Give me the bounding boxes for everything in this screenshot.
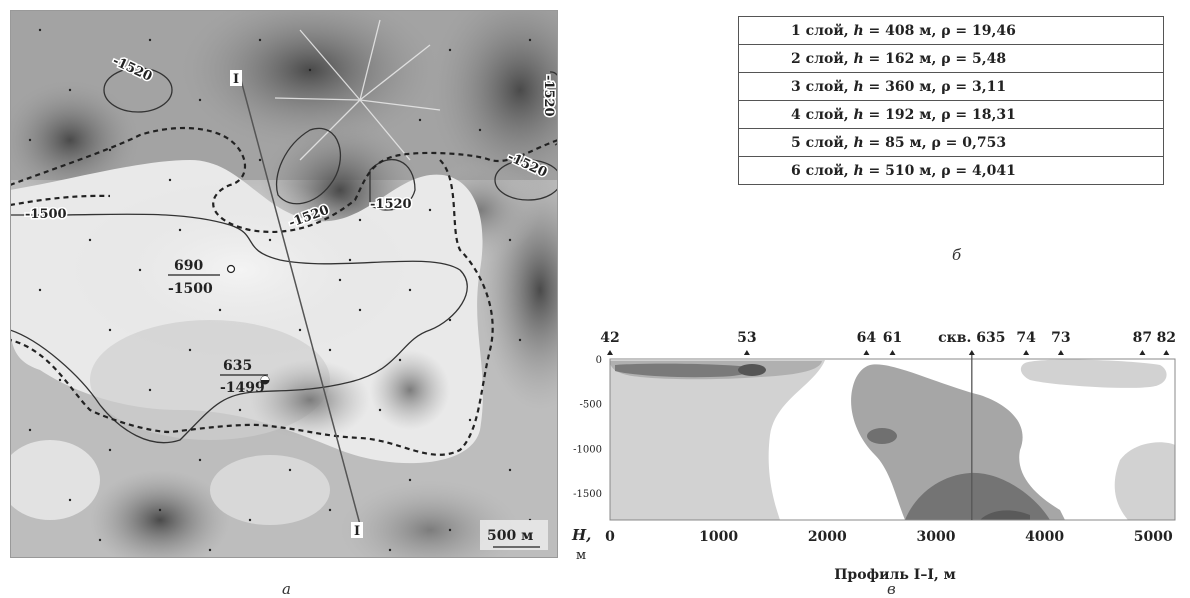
layer-thickness: 408 xyxy=(885,22,915,39)
caption-b: б xyxy=(952,246,962,264)
layer-cell: 6 слой, h = 510 м, ρ = 4,041 xyxy=(738,156,1164,185)
x-tick-label: 3000 xyxy=(916,529,955,545)
layer-resistivity: 4,041 xyxy=(971,162,1016,179)
profile-end-label: I xyxy=(354,524,360,539)
station-label: скв. 635 xyxy=(938,330,1005,346)
layer-resistivity: 5,48 xyxy=(971,50,1007,67)
cross-section-chart: 0 -500 -1000 -1500 0 1000 2000 3000 4000 5000 42… xyxy=(571,330,1176,583)
station-marker xyxy=(607,350,613,355)
section-light-area xyxy=(610,360,825,520)
y-tick-label: -1500 xyxy=(573,489,602,500)
contour-map: -1520 -1520 -1520 -1520 -1520 -1500 690 … xyxy=(10,10,558,558)
y-tick-label: 0 xyxy=(596,355,602,366)
layer-resistivity: 3,11 xyxy=(971,78,1007,95)
layer-cell: 3 слой, h = 360 м, ρ = 3,11 xyxy=(738,72,1164,101)
layer-table: 1 слой, h = 408 м, ρ = 19,46 2 слой, h = … xyxy=(738,16,1164,185)
section-mid-area xyxy=(851,364,1065,520)
layer-row: 4 слой, h = 192 м, ρ = 18,31 xyxy=(738,100,1164,129)
layer-number: 1 xyxy=(791,22,801,39)
x-tick-label: 4000 xyxy=(1025,529,1064,545)
station-marker xyxy=(968,350,975,355)
isoline-label: -1500 xyxy=(25,207,67,222)
layer-thickness: 510 xyxy=(885,162,915,179)
x-tick-label: 2000 xyxy=(808,529,847,545)
station-marker xyxy=(889,350,896,355)
station-label: 87 xyxy=(1133,330,1152,346)
station-marker xyxy=(743,350,750,355)
x-tick-label: 5000 xyxy=(1134,529,1173,545)
section-dark-lens xyxy=(980,510,1030,520)
x-tick-label: 1000 xyxy=(699,529,738,545)
section-dark-lens xyxy=(615,363,751,378)
layer-row: 2 слой, h = 162 м, ρ = 5,48 xyxy=(738,44,1164,73)
well-depth-label: -1500 xyxy=(168,281,213,297)
station-marker xyxy=(1163,350,1170,355)
station-label: 74 xyxy=(1016,330,1036,346)
station-marker xyxy=(1057,350,1064,355)
layer-cell: 4 слой, h = 192 м, ρ = 18,31 xyxy=(738,100,1164,129)
well-depth-label: -1499 xyxy=(220,380,265,396)
layer-row: 6 слой, h = 510 м, ρ = 4,041 xyxy=(738,156,1164,185)
well-number-label: 635 xyxy=(223,358,252,374)
well-690-marker xyxy=(226,264,236,274)
layer-number: 5 xyxy=(791,134,801,151)
section-light-area xyxy=(1114,442,1175,520)
section-dark-lens xyxy=(867,428,897,444)
layer-number: 2 xyxy=(791,50,801,67)
caption-a: а xyxy=(282,580,291,598)
section-dark-lens xyxy=(738,364,766,376)
station-label: 42 xyxy=(600,330,619,346)
layer-row: 1 слой, h = 408 м, ρ = 19,46 xyxy=(738,16,1164,45)
profile-start-label: I xyxy=(233,72,239,87)
isoline-label: -1520 xyxy=(370,197,412,212)
layer-thickness: 360 xyxy=(885,78,915,95)
layer-number: 4 xyxy=(791,106,801,123)
x-tick-label: 0 xyxy=(605,529,615,545)
station-marker xyxy=(863,350,870,355)
layer-thickness: 162 xyxy=(885,50,915,67)
station-label: 82 xyxy=(1157,330,1176,346)
layer-cell: 1 слой, h = 408 м, ρ = 19,46 xyxy=(738,16,1164,45)
station-label: 53 xyxy=(737,330,756,346)
layer-row: 3 слой, h = 360 м, ρ = 3,11 xyxy=(738,72,1164,101)
y-axis-label-bottom: м xyxy=(576,548,586,563)
layer-resistivity: 0,753 xyxy=(962,134,1007,151)
layer-row: 5 слой, h = 85 м, ρ = 0,753 xyxy=(738,128,1164,157)
section-light-area xyxy=(1020,359,1167,388)
caption-c: в xyxy=(887,580,896,598)
layer-resistivity: 18,31 xyxy=(971,106,1016,123)
section-dark-lens xyxy=(905,472,1050,520)
layer-thickness: 192 xyxy=(885,106,915,123)
layer-cell: 2 слой, h = 162 м, ρ = 5,48 xyxy=(738,44,1164,73)
layer-cell: 5 слой, h = 85 м, ρ = 0,753 xyxy=(738,128,1164,157)
well-number-label: 690 xyxy=(174,258,203,274)
layer-number: 6 xyxy=(791,162,801,179)
station-label: 61 xyxy=(883,330,902,346)
y-axis-label-top: H, xyxy=(571,526,591,544)
isoline-label: -1520 xyxy=(541,75,556,117)
station-marker xyxy=(1023,350,1030,355)
station-marker xyxy=(1139,350,1146,355)
y-tick-label: -1000 xyxy=(573,444,602,455)
x-axis-label: Профиль I–I, м xyxy=(834,567,956,583)
layer-resistivity: 19,46 xyxy=(971,22,1016,39)
y-tick-label: -500 xyxy=(580,400,602,411)
station-label: 73 xyxy=(1051,330,1070,346)
station-label: 64 xyxy=(857,330,877,346)
scale-label: 500 м xyxy=(487,528,533,544)
layer-number: 3 xyxy=(791,78,801,95)
layer-thickness: 85 xyxy=(885,134,905,151)
